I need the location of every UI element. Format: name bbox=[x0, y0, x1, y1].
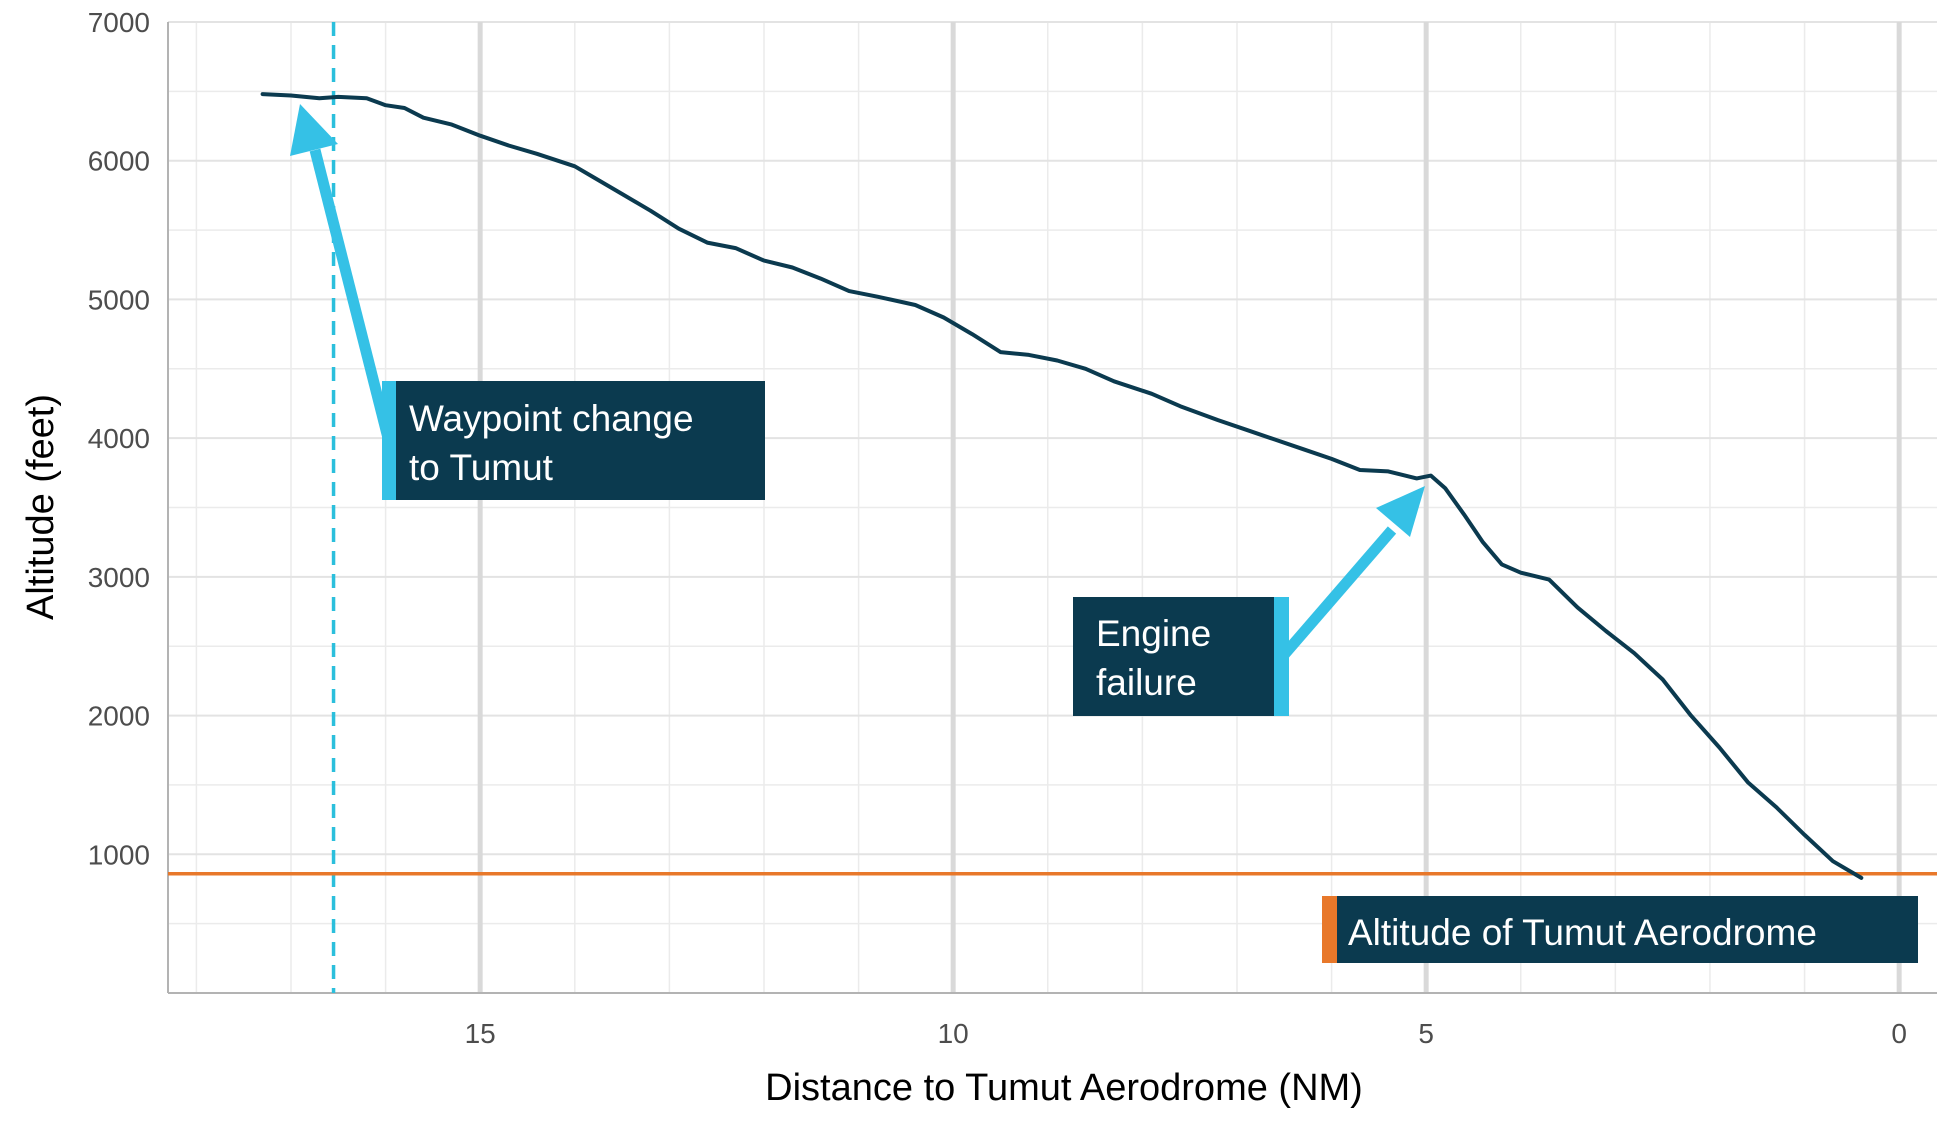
annotation-arrows bbox=[290, 104, 1425, 660]
waypoint-change-annotation: Waypoint change to Tumut bbox=[382, 381, 765, 500]
engine-annotation-box bbox=[1073, 597, 1289, 716]
waypoint-annotation-line-2: to Tumut bbox=[409, 447, 554, 488]
engine-annotation-line-2: failure bbox=[1096, 662, 1197, 703]
altitude-series-line bbox=[260, 92, 1864, 880]
waypoint-arrow-head bbox=[290, 104, 338, 156]
engine-annotation-accent bbox=[1274, 597, 1289, 716]
aerodrome-annotation-label: Altitude of Tumut Aerodrome bbox=[1348, 912, 1817, 953]
x-tick-label: 0 bbox=[1891, 1018, 1907, 1049]
x-tick-label: 15 bbox=[465, 1018, 496, 1049]
y-tick-label: 6000 bbox=[88, 146, 150, 177]
engine-arrow-head bbox=[1376, 486, 1425, 537]
y-tick-labels: 1000 2000 3000 4000 5000 6000 7000 bbox=[88, 7, 150, 870]
y-tick-label: 7000 bbox=[88, 7, 150, 38]
minor-gridlines bbox=[168, 22, 1937, 993]
waypoint-annotation-line-1: Waypoint change bbox=[409, 398, 694, 439]
x-tick-label: 10 bbox=[938, 1018, 969, 1049]
y-tick-label: 5000 bbox=[88, 284, 150, 315]
waypoint-annotation-box bbox=[382, 381, 765, 500]
waypoint-arrow-shaft bbox=[309, 148, 394, 440]
aerodrome-altitude-annotation: Altitude of Tumut Aerodrome bbox=[1322, 896, 1918, 963]
waypoint-annotation-accent bbox=[382, 381, 396, 500]
aerodrome-annotation-accent bbox=[1322, 896, 1337, 963]
engine-arrow-shaft bbox=[1278, 526, 1397, 660]
engine-failure-annotation: Engine failure bbox=[1073, 597, 1289, 716]
x-tick-labels: 15 10 5 0 bbox=[465, 1018, 1907, 1049]
y-tick-label: 3000 bbox=[88, 562, 150, 593]
reference-lines bbox=[168, 22, 1937, 993]
y-tick-label: 4000 bbox=[88, 423, 150, 454]
y-tick-label: 1000 bbox=[88, 839, 150, 870]
engine-annotation-line-1: Engine bbox=[1096, 613, 1211, 654]
major-gridlines bbox=[168, 21, 1937, 993]
x-tick-label: 5 bbox=[1418, 1018, 1434, 1049]
y-axis-title: Altitude (feet) bbox=[20, 394, 62, 620]
y-tick-label: 2000 bbox=[88, 701, 150, 732]
x-axis-title: Distance to Tumut Aerodrome (NM) bbox=[765, 1067, 1363, 1109]
aerodrome-annotation-box bbox=[1322, 896, 1918, 963]
